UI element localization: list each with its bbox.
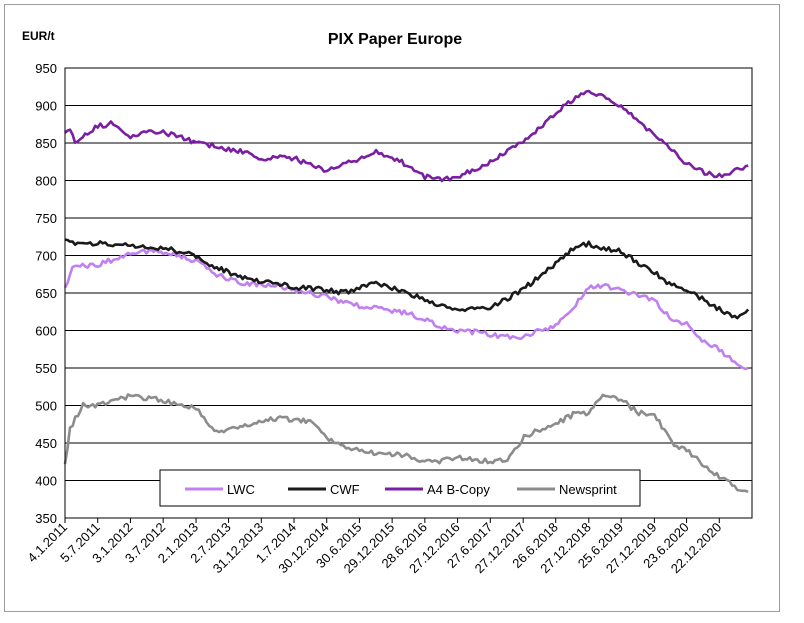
- plot-area: [64, 67, 753, 519]
- chart-title: PIX Paper Europe: [328, 31, 462, 48]
- legend-label: CWF: [330, 482, 360, 497]
- legend-label: LWC: [227, 482, 255, 497]
- series-line-newsprint: [63, 393, 749, 494]
- series-line-lwc: [63, 248, 749, 371]
- y-tick-label: 850: [35, 136, 57, 151]
- y-tick-label: 950: [35, 61, 57, 76]
- x-axis-ticks: 4.1.20115.7.20113.1.20123.7.20122.1.2013…: [24, 518, 724, 576]
- y-tick-label: 400: [35, 474, 57, 489]
- legend: LWC CWF A4 B-Copy Newsprint: [159, 469, 641, 507]
- y-tick-label: 500: [35, 399, 57, 414]
- y-tick-label: 800: [35, 174, 57, 189]
- legend-label: Newsprint: [559, 482, 617, 497]
- y-axis-unit: EUR/t: [22, 29, 55, 43]
- y-tick-label: 650: [35, 286, 57, 301]
- series-line-cwf: [64, 238, 750, 320]
- series-line-a4-b-copy: [64, 89, 749, 183]
- y-tick-label: 750: [35, 211, 57, 226]
- y-axis-ticks: 350 400 450 500 550 600 650 700 750 800 850 900 950: [35, 61, 57, 526]
- y-tick-label: 600: [35, 324, 57, 339]
- series-lines: [63, 89, 750, 494]
- y-tick-label: 350: [35, 511, 57, 526]
- y-tick-label: 550: [35, 361, 57, 376]
- y-tick-label: 900: [35, 99, 57, 114]
- y-tick-label: 700: [35, 249, 57, 264]
- legend-label: A4 B-Copy: [427, 482, 490, 497]
- y-tick-label: 450: [35, 436, 57, 451]
